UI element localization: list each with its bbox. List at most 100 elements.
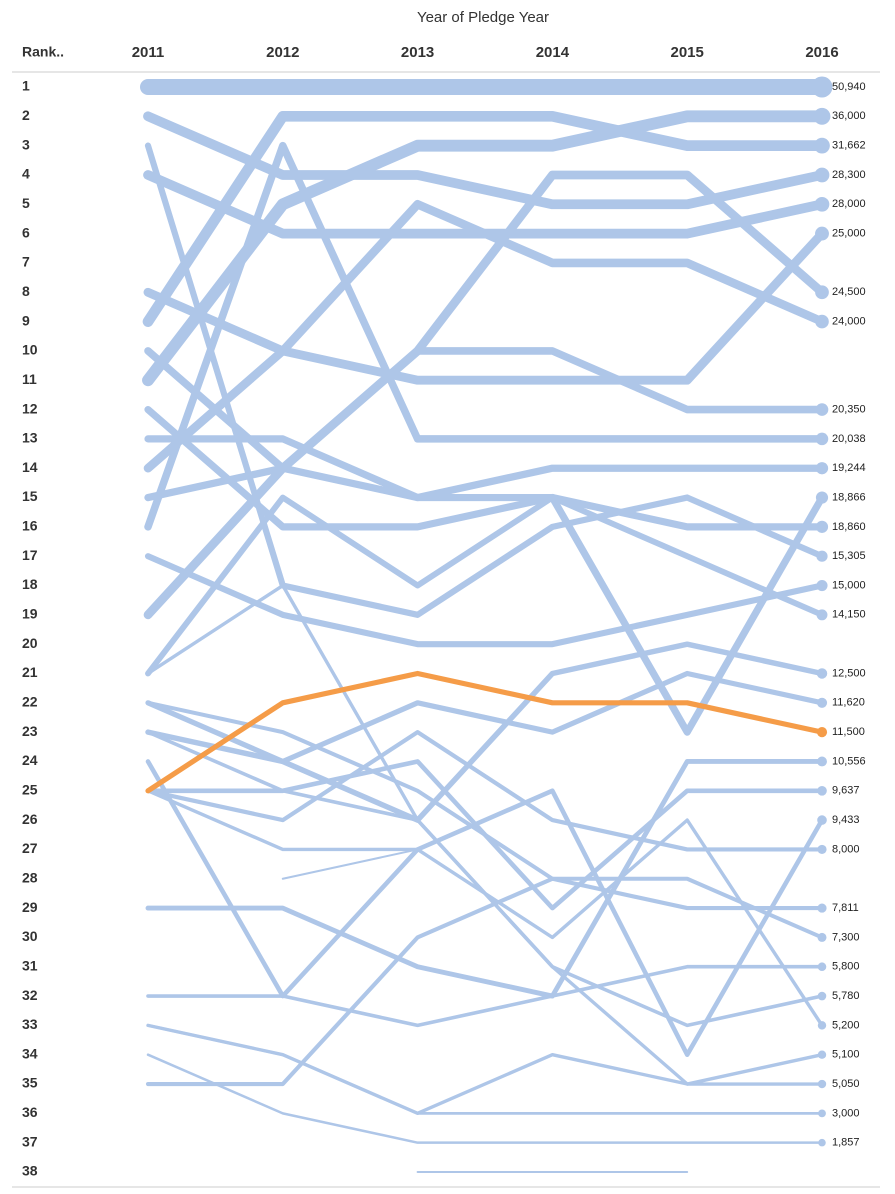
rank-line [143,199,827,473]
y-tick-label: 38 [22,1163,38,1179]
end-label: 5,780 [832,990,860,1002]
end-label: 31,662 [832,140,866,152]
y-tick-label: 21 [22,664,38,680]
end-label: 5,050 [832,1078,860,1090]
chart-title: Year of Pledge Year [417,9,549,26]
y-tick-label: 27 [22,840,38,856]
end-label: 1,857 [832,1137,860,1149]
y-tick-label: 20 [22,635,38,651]
y-tick-label: 5 [22,195,30,211]
end-dot [814,137,830,154]
rank-line [281,848,419,880]
rank-line [144,435,826,531]
x-tick-label: 2016 [805,44,838,61]
end-dot [815,314,829,329]
y-tick-label: 18 [22,576,38,592]
end-label: 15,305 [832,550,866,562]
end-label: 15,000 [832,579,866,591]
rank-line [145,670,825,765]
end-dot [815,226,829,241]
end-label: 19,244 [832,462,866,474]
y-tick-label: 15 [22,488,38,504]
end-dot [817,844,827,855]
end-dot [815,403,829,416]
rank-line [146,583,824,1086]
rank-line [142,110,828,327]
end-label: 18,866 [832,491,866,503]
end-dot [817,815,827,825]
y-tick-label: 17 [22,547,38,563]
rank-line [145,494,825,677]
y-axis-label: Rank.. [22,44,64,60]
end-label: 7,811 [832,902,859,914]
end-label: 9,433 [832,814,860,826]
end-dot [817,785,827,796]
y-tick-label: 36 [22,1104,38,1120]
rank-line [144,553,826,648]
y-tick-label: 25 [22,781,38,797]
end-label: 11,620 [832,697,865,709]
y-tick-label: 31 [22,957,38,973]
rank-line [145,759,825,1057]
y-tick-label: 30 [22,928,38,944]
end-dot [813,107,831,125]
x-tick-label: 2012 [266,44,299,61]
end-label: 12,500 [832,667,866,679]
end-dot [816,727,828,738]
y-tick-label: 23 [22,723,38,739]
x-tick-label: 2011 [132,44,165,61]
rank-line [146,1053,824,1144]
y-tick-label: 13 [22,430,38,446]
end-dot [815,520,829,533]
rank-line [143,111,827,210]
end-label: 14,150 [832,609,866,621]
end-dot [818,1138,826,1147]
end-dot [816,609,828,621]
y-tick-label: 24 [22,752,38,768]
rank-line [146,1023,824,1115]
end-label: 5,100 [832,1049,860,1061]
end-label: 28,300 [832,169,866,181]
rank-line [146,964,824,1028]
end-dot [817,991,827,1001]
end-dot [818,1109,826,1118]
y-tick-label: 28 [22,869,38,885]
end-dot [817,756,827,767]
rank-line [146,1023,824,1116]
rank-line [144,347,826,473]
y-tick-label: 26 [22,811,38,827]
end-dot [817,1050,827,1059]
end-label: 10,556 [832,755,866,767]
end-dot [816,668,828,679]
rank-line [145,700,825,940]
y-tick-label: 33 [22,1016,38,1032]
end-dot [817,962,827,972]
rank-line [143,170,827,620]
y-tick-label: 34 [22,1045,38,1061]
end-dot [816,550,828,562]
end-label: 50,940 [832,81,866,93]
y-tick-label: 4 [22,166,30,182]
y-tick-label: 10 [22,342,38,358]
rank-line [145,641,825,823]
end-label: 25,000 [832,228,866,240]
y-tick-label: 2 [22,107,30,123]
end-label: 9,637 [832,785,860,797]
end-dot [815,491,829,504]
y-tick-label: 32 [22,987,38,1003]
end-dot [815,285,829,300]
y-tick-label: 8 [22,283,30,299]
end-label: 24,500 [832,286,866,298]
y-tick-label: 35 [22,1075,38,1091]
end-label: 20,038 [832,433,866,445]
end-dot [815,462,829,475]
end-dot [814,196,830,212]
y-tick-label: 37 [22,1133,38,1149]
rank-line [145,670,825,794]
end-dot [817,1021,827,1030]
rank-line [145,876,825,1087]
x-tick-label: 2015 [671,44,704,61]
rank-line [143,229,827,385]
y-tick-label: 11 [22,371,37,387]
